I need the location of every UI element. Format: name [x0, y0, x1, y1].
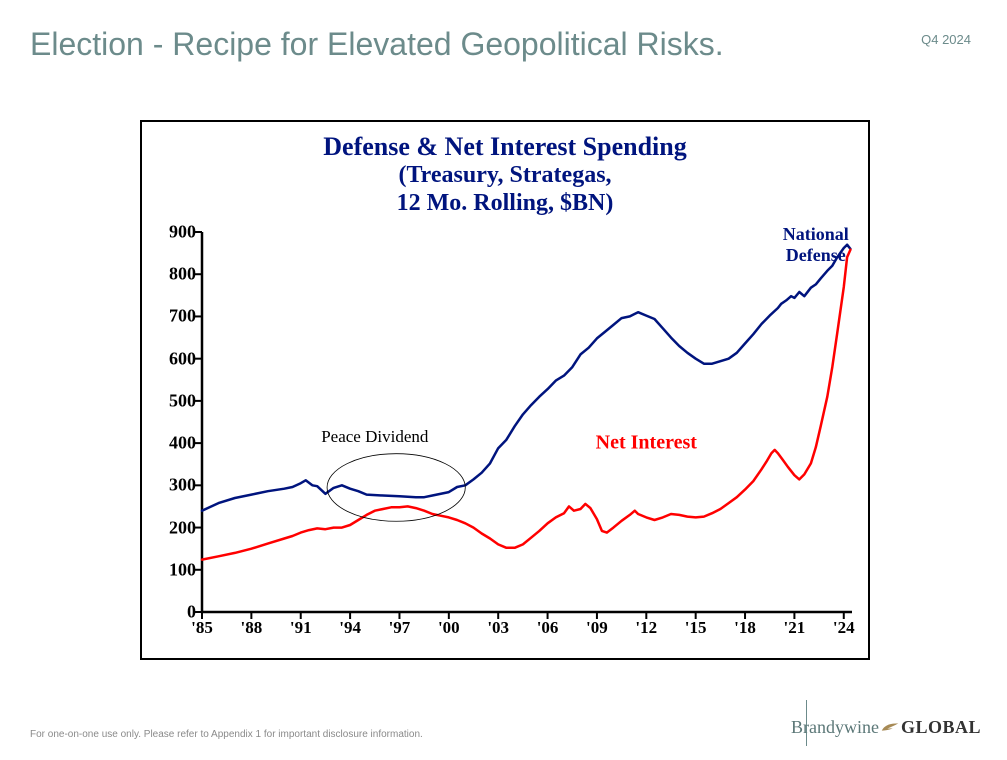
chart-axes [202, 232, 852, 612]
x-tick-label: '06 [537, 618, 559, 638]
y-tick-label: 300 [169, 475, 196, 496]
x-tick-label: '21 [784, 618, 806, 638]
chart-container: Defense & Net Interest Spending (Treasur… [140, 120, 870, 660]
y-tick-label: 700 [169, 306, 196, 327]
y-tick-label: 900 [169, 222, 196, 243]
y-tick-label: 500 [169, 390, 196, 411]
x-tick-label: '12 [635, 618, 657, 638]
chart-title: Defense & Net Interest Spending (Treasur… [142, 132, 868, 218]
y-tick-label: 400 [169, 433, 196, 454]
x-tick-label: '00 [438, 618, 460, 638]
chart-title-line2: (Treasury, Strategas, [142, 162, 868, 190]
y-tick-label: 600 [169, 348, 196, 369]
annotation-label: Peace Dividend [321, 427, 428, 447]
x-tick-label: '15 [685, 618, 707, 638]
footer-disclaimer: For one-on-one use only. Please refer to… [30, 729, 423, 740]
series-label-national_defense: NationalDefense [783, 224, 849, 266]
x-tick-label: '91 [290, 618, 312, 638]
series-line-net_interest [202, 250, 850, 560]
chart-plot-area: 0100200300400500600700800900'85'88'91'94… [202, 232, 852, 612]
x-tick-label: '18 [734, 618, 756, 638]
brand-prefix: Brandywine [791, 717, 879, 738]
brand-suffix: GLOBAL [901, 717, 981, 738]
x-tick-label: '09 [586, 618, 608, 638]
y-tick-label: 800 [169, 264, 196, 285]
chart-title-line1: Defense & Net Interest Spending [142, 132, 868, 162]
x-tick-label: '94 [339, 618, 361, 638]
y-tick-label: 100 [169, 559, 196, 580]
slide-date-label: Q4 2024 [921, 32, 971, 47]
slide-title: Election - Recipe for Elevated Geopoliti… [30, 26, 724, 63]
x-tick-label: '85 [191, 618, 213, 638]
series-label-net_interest: Net Interest [596, 432, 697, 455]
brand-logo: Brandywine GLOBAL [791, 716, 981, 738]
series-line-national_defense [202, 245, 850, 511]
x-tick-label: '88 [240, 618, 262, 638]
x-tick-label: '97 [389, 618, 411, 638]
brand-eagle-icon [879, 716, 901, 738]
chart-title-line3: 12 Mo. Rolling, $BN) [142, 190, 868, 218]
y-tick-label: 200 [169, 517, 196, 538]
x-tick-label: '24 [833, 618, 855, 638]
x-tick-label: '03 [487, 618, 509, 638]
